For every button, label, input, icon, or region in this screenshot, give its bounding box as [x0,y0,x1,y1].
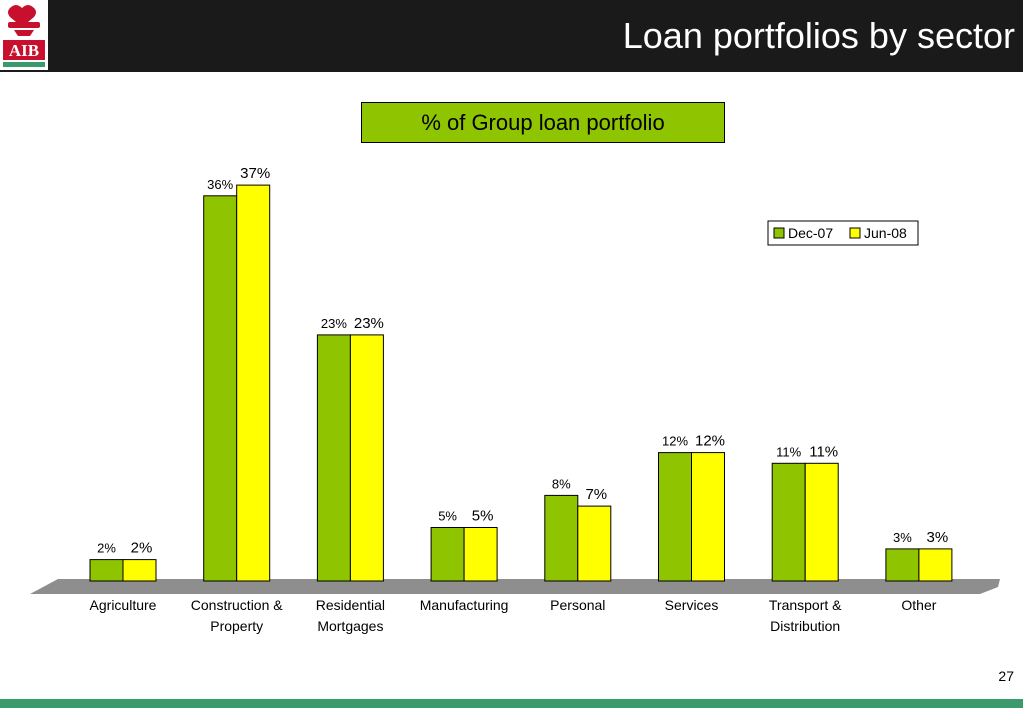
aib-logo: AIB [0,0,48,70]
logo-text: AIB [9,41,39,60]
slide-title: Loan portfolios by sector [622,15,1015,56]
bar-jun-08-8 [918,548,953,582]
data-label-dec-07-7: 11% [776,444,801,459]
bar-dec-07-6 [658,452,692,582]
bar-dec-07-5 [544,494,579,582]
data-label-dec-07-2: 36% [207,177,233,192]
data-label-jun-08-8: 3% [927,529,949,546]
category-label-5: Personal [550,597,605,613]
bar-dec-07-8 [885,548,920,582]
data-label-dec-07-1: 2% [97,541,116,556]
aib-logo-icon: AIB [3,5,45,67]
category-label-4: Manufacturing [420,597,509,613]
bar-jun-08-6 [691,452,725,582]
bar-jun-08-5 [577,505,612,582]
chart-title-box: % of Group loan portfolio [361,102,725,143]
data-label-jun-08-4: 5% [472,508,494,525]
bar-dec-07-3 [316,334,351,582]
legend-swatch-jun-08 [849,227,861,239]
bar-dec-07-4 [430,527,465,582]
bar-jun-08-3 [349,334,384,582]
data-label-dec-07-8: 3% [893,530,912,545]
data-label-dec-07-3: 23% [321,316,347,331]
legend-label-dec-07: Dec-07 [788,225,833,241]
data-label-jun-08-7: 11% [809,443,838,460]
bar-dec-07-2 [203,195,238,582]
data-label-dec-07-4: 5% [438,509,457,524]
bar-dec-07-7 [771,462,806,582]
data-label-jun-08-6: 12% [695,433,725,450]
chart-floor [30,579,1000,594]
bar-jun-08-2 [236,184,271,582]
bar-jun-08-7 [804,462,839,582]
bar-jun-08-4 [463,527,498,582]
legend-swatch-dec-07 [773,227,785,239]
slide-header: AIB Loan portfolios by sector [0,0,1023,72]
page-number: 27 [998,668,1014,684]
category-label-3: Residential Mortgages [316,597,385,634]
bar-jun-08-1 [122,559,157,582]
bar-chart: 2% 2% Agriculture 36% 37% Construction & Prope… [30,165,1000,634]
data-label-jun-08-1: 2% [131,540,153,557]
data-label-dec-07-6: 12% [662,434,688,449]
data-label-jun-08-5: 7% [585,486,607,503]
legend-box [767,220,919,246]
data-label-jun-08-2: 37% [240,165,270,182]
category-label-6: Services [665,597,719,613]
category-label-2: Construction & Property [191,597,283,634]
legend-label-jun-08: Jun-08 [864,225,907,241]
data-label-dec-07-5: 8% [552,476,571,491]
chart-title: % of Group loan portfolio [421,109,665,135]
footer-bar [0,699,1023,708]
bar-dec-07-1 [89,559,124,582]
data-label-jun-08-3: 23% [354,315,384,332]
category-label-7: Transport & Distribution [769,597,842,634]
category-label-8: Other [901,597,936,613]
category-label-1: Agriculture [90,597,157,613]
